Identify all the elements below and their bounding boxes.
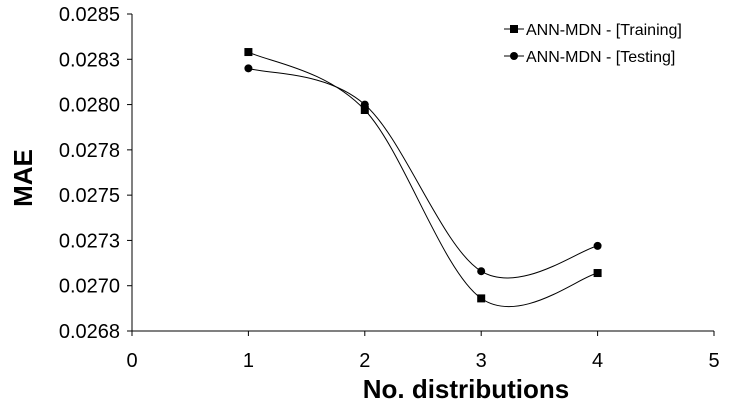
data-point-circle (360, 100, 369, 109)
legend-circle-marker (510, 52, 518, 60)
y-tick-label: 0.0278 (59, 140, 120, 162)
x-tick-label: 5 (708, 350, 719, 372)
y-tick-label: 0.0275 (59, 185, 120, 207)
y-axis-title: MAE (8, 149, 38, 207)
data-point-square (477, 294, 486, 303)
data-point-square (593, 269, 602, 278)
y-tick-label: 0.0270 (59, 276, 120, 298)
series-1 (244, 48, 602, 307)
y-tick-label: 0.0283 (59, 49, 120, 71)
y-tick-label: 0.0280 (59, 95, 120, 117)
x-tick-label: 2 (359, 350, 370, 372)
y-tick-label: 0.0268 (59, 321, 120, 343)
chart-ticks: 0.0268 0.0270 0.0273 0.0275 0.0278 0.0280 0.02… (59, 4, 720, 372)
x-axis-title: No. distributions (363, 374, 570, 404)
x-tick-label: 4 (592, 350, 603, 372)
chart-axes (131, 14, 714, 332)
data-point-square (360, 106, 369, 115)
legend-item-2: ANN-MDN - [Testing] (504, 49, 675, 66)
series-line (248, 67, 598, 279)
x-tick-label: 0 (126, 350, 137, 372)
y-tick-label: 0.0285 (59, 4, 120, 26)
series-line (248, 51, 598, 307)
data-point-circle (244, 64, 253, 73)
data-point-circle (593, 241, 602, 250)
series-2 (244, 64, 602, 279)
y-tick-label: 0.0273 (59, 230, 120, 252)
x-tick-label: 3 (476, 350, 487, 372)
data-point-square (244, 48, 253, 57)
legend-label: ANN-MDN - [Training] (526, 22, 682, 39)
x-tick-label: 1 (243, 350, 254, 372)
chart-legend: ANN-MDN - [Training] ANN-MDN - [Testing] (504, 22, 682, 66)
legend-item-1: ANN-MDN - [Training] (504, 22, 682, 39)
data-point-circle (477, 267, 486, 276)
chart-series (244, 48, 602, 307)
legend-square-marker (510, 25, 518, 33)
legend-label: ANN-MDN - [Testing] (526, 49, 675, 66)
